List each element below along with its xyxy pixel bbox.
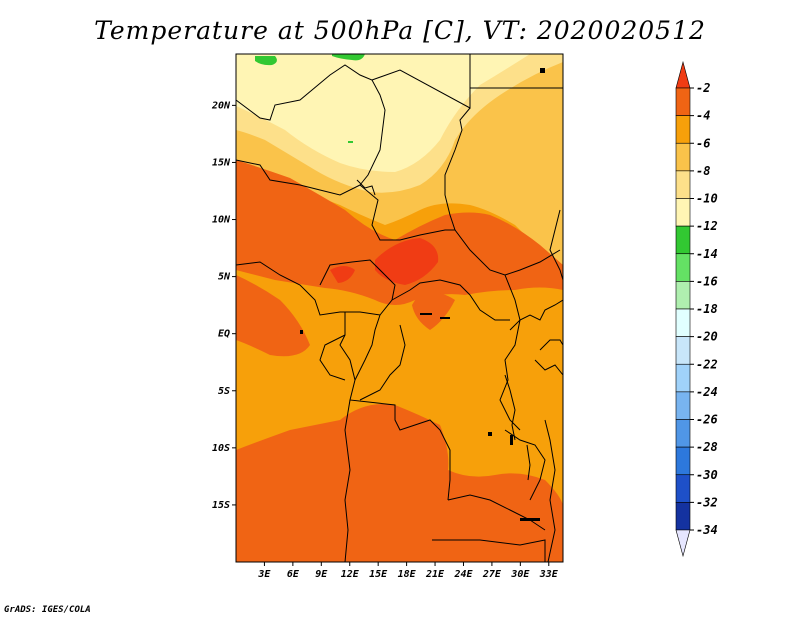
chart-title: Temperature at 500hPa [C], VT: 202002051… bbox=[94, 16, 706, 45]
colorbar-swatch bbox=[675, 87, 691, 116]
temperature-band-minus-2 bbox=[375, 238, 439, 285]
lon-tick-label: 30E bbox=[510, 569, 530, 580]
colorbar-level-label: -10 bbox=[696, 192, 718, 206]
colorbar-level-label: -14 bbox=[696, 247, 718, 261]
colorbar-swatch bbox=[675, 253, 691, 282]
colorbar-level-label: -18 bbox=[696, 302, 718, 316]
lon-tick-label: 9E bbox=[315, 569, 328, 580]
colorbar-swatch bbox=[675, 336, 691, 365]
colorbar-level-label: -16 bbox=[696, 274, 718, 288]
colorbar-swatch bbox=[675, 391, 691, 420]
lake-outline bbox=[356, 179, 531, 481]
temperature-map bbox=[236, 54, 563, 562]
temperature-band-minus-4 bbox=[236, 160, 563, 305]
colorbar-level-label: -26 bbox=[696, 413, 718, 427]
lon-tick-label: 21E bbox=[425, 569, 445, 580]
colorbar-swatch bbox=[675, 170, 691, 199]
colorbar-swatch bbox=[675, 281, 691, 310]
temperature-band-minus-4 bbox=[412, 291, 455, 330]
lon-tick-label: 3E bbox=[257, 569, 271, 580]
lat-tick-label: 15S bbox=[212, 500, 230, 511]
grads-credit: GrADS: IGES/COLA bbox=[4, 605, 91, 615]
colorbar-arrow-bottom bbox=[675, 529, 691, 558]
lon-tick-label: 27E bbox=[482, 569, 502, 580]
colorbar-level-label: -6 bbox=[696, 136, 710, 150]
cold-patch-green bbox=[255, 56, 277, 66]
colorbar-level-label: -28 bbox=[696, 440, 718, 454]
colorbar-swatch bbox=[675, 419, 691, 448]
colorbar-level-label: -24 bbox=[696, 385, 718, 399]
lon-tick-label: 24E bbox=[453, 569, 473, 580]
cold-patch-green bbox=[332, 54, 365, 61]
colorbar-swatch bbox=[675, 474, 691, 503]
colorbar-level-label: -22 bbox=[696, 357, 718, 371]
colorbar-level-label: -2 bbox=[696, 81, 710, 95]
temperature-band-minus-12 bbox=[236, 54, 530, 172]
colorbar-level-label: -20 bbox=[696, 330, 718, 344]
lon-tick-label: 6E bbox=[287, 569, 300, 580]
latitude-axis: 20N 15N 10N 5N EQ 5S 10S 15S bbox=[211, 100, 236, 511]
lat-tick-label: 5N bbox=[218, 272, 231, 283]
lat-tick-label: 15N bbox=[212, 157, 231, 168]
colorbar-swatch bbox=[675, 225, 691, 255]
lat-tick-label: EQ bbox=[218, 329, 230, 340]
colorbar-level-label: -32 bbox=[696, 495, 718, 509]
temperature-band-minus-4 bbox=[236, 275, 310, 357]
cold-patch-green bbox=[348, 141, 353, 143]
map-frame bbox=[235, 53, 564, 563]
colorbar-swatch bbox=[675, 502, 691, 531]
water-bodies bbox=[300, 68, 545, 521]
colorbar-level-label: -12 bbox=[696, 219, 718, 233]
colorbar-swatch bbox=[675, 142, 691, 172]
temperature-band-minus-4 bbox=[236, 404, 563, 562]
lon-tick-label: 12E bbox=[341, 569, 360, 580]
colorbar: -2 -4 -6 -8 -10 -12 -14 -16 -18 -20 -22 -24 -26 -28 -3… bbox=[675, 60, 718, 558]
temperature-band-minus-2 bbox=[330, 266, 355, 283]
country-borders bbox=[236, 54, 563, 562]
colorbar-swatch bbox=[675, 446, 691, 476]
lat-tick-label: 10S bbox=[212, 443, 230, 454]
colorbar-arrow-top bbox=[675, 60, 691, 89]
lat-tick-label: 20N bbox=[211, 100, 231, 111]
lat-tick-label: 5S bbox=[218, 386, 230, 397]
lon-tick-label: 18E bbox=[398, 569, 417, 580]
lat-tick-label: 10N bbox=[212, 215, 231, 226]
colorbar-level-label: -34 bbox=[696, 523, 718, 537]
lon-tick-label: 33E bbox=[539, 569, 559, 580]
colorbar-swatch bbox=[675, 115, 691, 144]
colorbar-swatch bbox=[675, 308, 691, 337]
lon-tick-label: 15E bbox=[369, 569, 388, 580]
longitude-axis: 3E 6E 9E 12E 15E 18E 21E 24E 27E 30E 33E bbox=[257, 562, 559, 580]
colorbar-swatch bbox=[675, 363, 691, 393]
colorbar-swatch bbox=[675, 198, 691, 227]
colorbar-level-label: -8 bbox=[696, 164, 710, 178]
colorbar-level-label: -30 bbox=[696, 468, 718, 482]
colorbar-level-label: -4 bbox=[696, 109, 710, 123]
